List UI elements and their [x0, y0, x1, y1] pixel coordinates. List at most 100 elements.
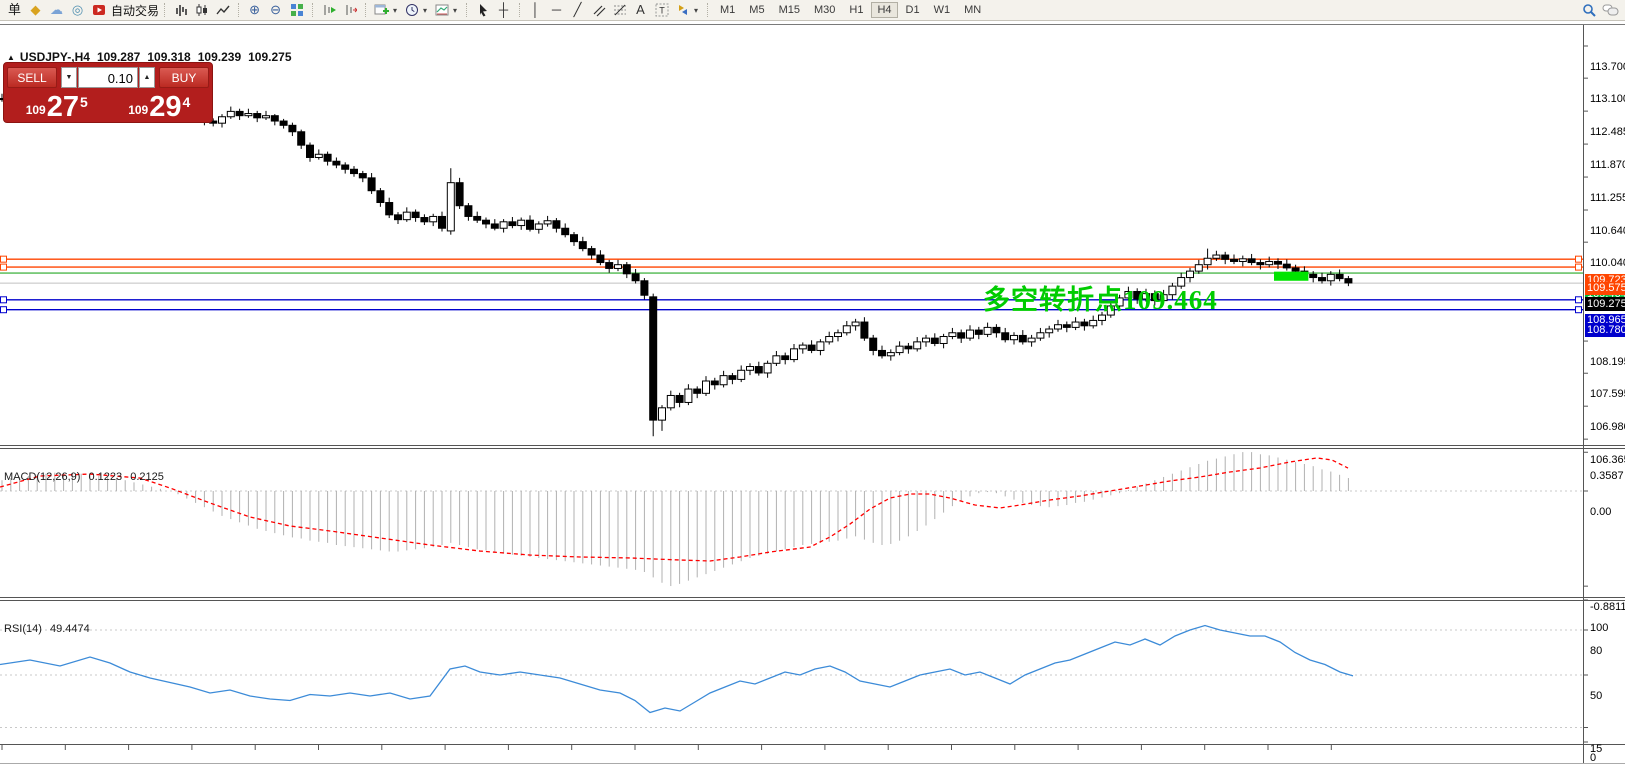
horizontal-line-icon[interactable]: ─ [551, 2, 562, 17]
auto-scroll-icon[interactable] [319, 1, 338, 19]
macd-tick-label: 0.3587 [1590, 470, 1624, 482]
volume-input[interactable]: 0.10 [78, 67, 138, 88]
sell-button[interactable]: SELL [7, 67, 57, 88]
toolbar-separator [519, 3, 521, 17]
timeframe-H4[interactable]: H4 [871, 2, 898, 18]
rsi-tick-label: 15 [1590, 742, 1603, 755]
toolbar-separator [466, 3, 468, 17]
toolbar-separator [365, 3, 367, 17]
timeframe-MN[interactable]: MN [964, 4, 982, 16]
buy-price-sup: 4 [182, 94, 191, 110]
arrows-icon-dropdown[interactable]: ▾ [694, 5, 699, 15]
timeframe-M30[interactable]: M30 [813, 4, 836, 16]
vertical-line-icon[interactable]: │ [531, 2, 540, 17]
hline-price-tag: 108.780 [1585, 324, 1625, 338]
price-tick-label: 111.870 [1590, 159, 1625, 172]
price-tick-label: 107.595 [1590, 388, 1625, 401]
periods-icon[interactable] [402, 1, 421, 19]
buy-button[interactable]: BUY [159, 67, 209, 88]
main-toolbar: 单 ◆ ☁ ◎ 自动交易 ⊕ ⊖ ▾ ▾ ▾ ┼ │ ─ ╱ A T ▾ M1 M5 M15 M30 H1 H4 D1 W1 MN [0, 0, 1625, 21]
templates-icon[interactable] [432, 1, 451, 19]
ohlc-close: 109.275 [248, 50, 292, 64]
autotrading-icon[interactable] [89, 1, 108, 19]
timeframe-D1[interactable]: D1 [905, 4, 920, 16]
tile-windows-icon[interactable] [287, 1, 306, 19]
timeframe-M1[interactable]: M1 [720, 4, 736, 16]
macd-signal-value: 0.2125 [130, 471, 164, 483]
buy-price[interactable]: 109 29 4 [110, 90, 210, 122]
one-click-trading-panel: SELL ▼ 0.10 ▲ BUY 109 27 5 109 29 4 [3, 62, 213, 123]
sell-price-prefix: 109 [25, 103, 46, 117]
ohlc-high: 109.318 [147, 50, 191, 64]
sell-price-big: 27 [46, 91, 79, 123]
macd-signal-line [0, 457, 1349, 562]
text-label-icon[interactable]: T [652, 1, 671, 19]
green-zone-rect[interactable] [1274, 271, 1309, 281]
volume-increase-button[interactable]: ▲ [139, 67, 155, 88]
price-tick-label: 110.640 [1590, 225, 1625, 238]
trendline-icon[interactable]: ╱ [573, 2, 582, 17]
buy-price-prefix: 109 [128, 103, 149, 117]
chart-plot[interactable] [0, 21, 1625, 768]
candlestick-series [0, 93, 1353, 437]
rsi-tick-label: 80 [1590, 645, 1603, 657]
svg-text:T: T [659, 6, 665, 16]
fibonacci-icon[interactable] [610, 1, 629, 19]
pivot-annotation-text[interactable]: 多空转折点109.464 [983, 285, 1218, 315]
price-tick-label: 112.485 [1590, 126, 1625, 139]
price-tick-label: 108.195 [1590, 356, 1625, 369]
rsi-tick-label: 50 [1590, 690, 1603, 702]
zoom-out-icon[interactable]: ⊖ [270, 2, 281, 17]
autotrading-icon-label: 自动交易 [111, 3, 160, 18]
price-tick-label: 111.255 [1590, 192, 1625, 205]
timeframe-M5[interactable]: M5 [749, 4, 765, 16]
chat-icon[interactable] [1601, 1, 1620, 19]
toolbar-separator [312, 3, 314, 17]
arrows-icon[interactable] [673, 1, 692, 19]
chart-window: ▲ USDJPY-,H4 109.287 109.318 109.239 109… [0, 21, 1625, 768]
line-chart-icon[interactable] [213, 1, 232, 19]
bar-chart-icon[interactable] [171, 1, 190, 19]
new-order-icon[interactable]: 单 [7, 2, 21, 17]
rsi-line [0, 624, 1354, 714]
price-tick-label: 113.100 [1590, 93, 1625, 106]
timeframe-W1[interactable]: W1 [933, 4, 951, 16]
equidistant-channel-icon[interactable] [589, 1, 608, 19]
buy-price-big: 29 [149, 91, 182, 123]
toolbar-separator [164, 3, 166, 17]
price-tick-label: 106.980 [1590, 421, 1625, 434]
expand-triangle-icon[interactable]: ▲ [7, 52, 15, 62]
symbol-period-label: USDJPY-,H4 [19, 50, 90, 64]
price-tick-label: 106.365 [1590, 454, 1625, 467]
timeframe-M15[interactable]: M15 [778, 4, 800, 16]
hline-price-tag: 109.575 [1585, 281, 1625, 295]
crosshair-icon[interactable]: ┼ [498, 2, 509, 17]
cursor-icon[interactable] [473, 1, 492, 19]
search-icon[interactable] [1580, 1, 1599, 19]
new-chart-icon-dropdown[interactable]: ▾ [393, 5, 398, 15]
signals-icon[interactable]: ◎ [71, 2, 84, 17]
macd-main-value: 0.1223 [88, 471, 123, 483]
data-window-icon[interactable]: ☁ [50, 2, 63, 17]
zoom-in-icon[interactable]: ⊕ [249, 2, 260, 17]
price-tick-label: 110.040 [1590, 257, 1625, 270]
templates-icon-dropdown[interactable]: ▾ [453, 5, 458, 15]
rsi-label: RSI(14) 49.4474 [4, 623, 90, 635]
macd-histogram [1, 452, 1349, 587]
market-watch-icon[interactable]: ◆ [30, 2, 41, 17]
chart-shift-icon[interactable] [340, 1, 359, 19]
sell-price[interactable]: 109 27 5 [7, 90, 107, 122]
text-icon[interactable]: A [636, 2, 645, 17]
hline-price-tag: 108.965 [1585, 314, 1625, 328]
price-tick-label: 113.700 [1590, 61, 1625, 73]
new-chart-icon[interactable] [372, 1, 391, 19]
rsi-value: 49.4474 [49, 623, 90, 635]
macd-tick-label: -0.8811 [1590, 601, 1625, 614]
volume-decrease-button[interactable]: ▼ [61, 67, 77, 88]
timeframe-H1[interactable]: H1 [849, 4, 864, 16]
candlestick-chart-icon[interactable] [192, 1, 211, 19]
periods-icon-dropdown[interactable]: ▾ [423, 5, 428, 15]
ohlc-open: 109.287 [96, 50, 141, 64]
rsi-tick-label: 0 [1590, 752, 1597, 764]
